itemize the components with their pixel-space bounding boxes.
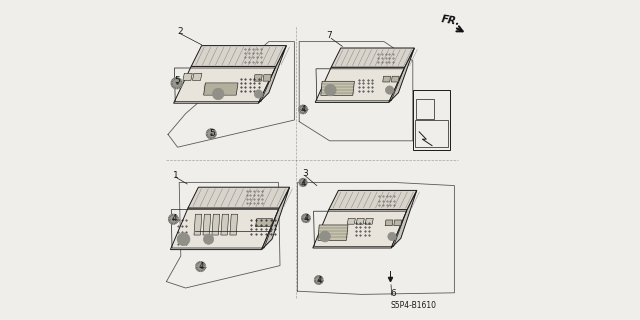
Text: S5P4-B1610: S5P4-B1610: [390, 301, 436, 310]
Text: 5: 5: [174, 76, 180, 85]
Polygon shape: [263, 75, 271, 81]
Bar: [415, 120, 448, 147]
Polygon shape: [212, 214, 220, 235]
Polygon shape: [321, 81, 355, 95]
Text: 2: 2: [178, 27, 183, 36]
Polygon shape: [347, 219, 355, 224]
Circle shape: [388, 232, 396, 241]
Circle shape: [301, 214, 310, 223]
Circle shape: [385, 86, 394, 94]
Circle shape: [177, 233, 190, 246]
Polygon shape: [262, 187, 290, 250]
Circle shape: [319, 231, 330, 242]
Polygon shape: [191, 46, 287, 67]
Text: 5: 5: [210, 129, 215, 138]
Polygon shape: [365, 219, 373, 224]
Polygon shape: [255, 219, 273, 227]
Circle shape: [254, 90, 262, 98]
Text: 4: 4: [301, 105, 307, 114]
Polygon shape: [315, 67, 405, 102]
Circle shape: [206, 129, 216, 139]
Circle shape: [168, 214, 179, 224]
Text: 4: 4: [198, 262, 204, 271]
Circle shape: [171, 77, 182, 89]
Polygon shape: [259, 46, 287, 103]
Polygon shape: [170, 208, 279, 250]
Polygon shape: [394, 220, 402, 226]
Polygon shape: [313, 210, 407, 248]
Circle shape: [212, 88, 224, 100]
Polygon shape: [392, 76, 399, 82]
Text: 4: 4: [301, 179, 307, 188]
Polygon shape: [230, 214, 237, 235]
Polygon shape: [203, 214, 211, 235]
Text: 4: 4: [172, 214, 177, 223]
Text: 4: 4: [317, 276, 323, 285]
Text: 3: 3: [302, 169, 308, 178]
Polygon shape: [173, 67, 276, 103]
Polygon shape: [332, 48, 415, 67]
Circle shape: [196, 261, 206, 272]
Polygon shape: [385, 220, 393, 226]
Text: FR.: FR.: [440, 14, 461, 28]
Text: 7: 7: [326, 31, 332, 40]
Polygon shape: [388, 48, 415, 102]
Polygon shape: [254, 75, 262, 81]
Circle shape: [299, 178, 307, 187]
Polygon shape: [193, 73, 202, 80]
Polygon shape: [188, 187, 290, 208]
Polygon shape: [204, 83, 238, 95]
Bar: [416, 99, 435, 119]
Polygon shape: [356, 219, 364, 224]
Polygon shape: [221, 214, 228, 235]
Text: 4: 4: [304, 214, 310, 223]
Circle shape: [298, 105, 307, 114]
Circle shape: [204, 234, 214, 244]
Polygon shape: [383, 76, 390, 82]
Text: 6: 6: [390, 289, 396, 298]
Polygon shape: [318, 225, 348, 240]
Polygon shape: [194, 214, 202, 235]
Polygon shape: [329, 190, 417, 210]
Text: 1: 1: [173, 171, 179, 180]
Circle shape: [324, 84, 336, 96]
Polygon shape: [183, 73, 192, 80]
Circle shape: [314, 276, 323, 284]
Polygon shape: [391, 190, 417, 248]
Bar: [413, 90, 450, 150]
